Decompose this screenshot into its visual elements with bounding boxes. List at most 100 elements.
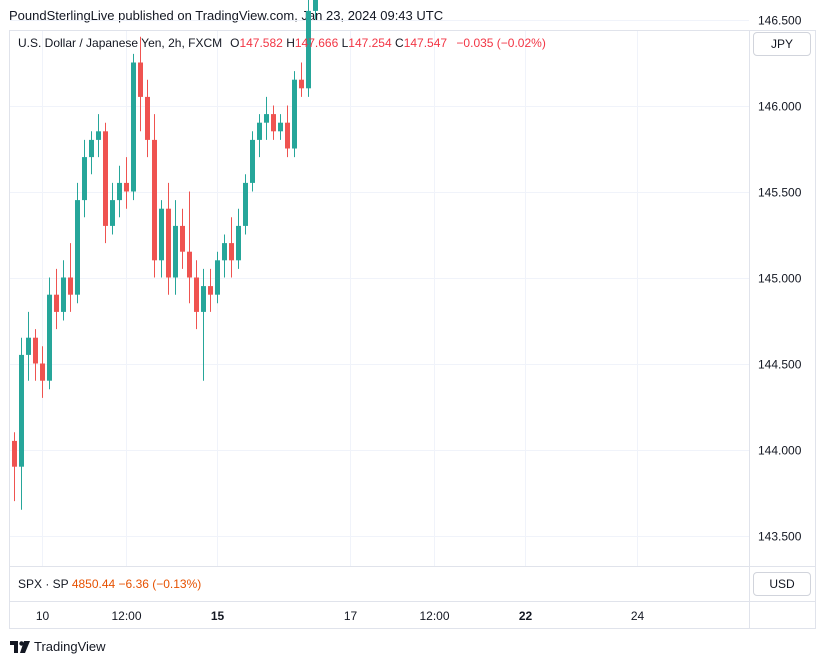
candle (306, 0, 311, 97)
candle-body (208, 286, 213, 295)
price-tick-label: 143.500 (758, 530, 802, 544)
candle (180, 208, 185, 269)
low-label: L (341, 36, 349, 50)
candle-body (222, 243, 227, 261)
change-value: −0.035 (−0.02%) (456, 36, 546, 50)
candle (47, 277, 52, 390)
time-tick-label: 12:00 (419, 609, 449, 623)
candle (124, 157, 129, 209)
candle-body (12, 440, 17, 467)
candle-body (264, 114, 269, 123)
candle-body (152, 139, 157, 261)
candle-body (103, 131, 108, 226)
candle-body (68, 277, 73, 295)
spx-label: SPX · SP (18, 577, 69, 591)
high-value: 147.666 (294, 36, 339, 50)
candle-body (306, 10, 311, 89)
candle-body (278, 122, 283, 132)
close-value: 147.547 (403, 36, 448, 50)
candle (187, 191, 192, 304)
low-value: 147.254 (348, 36, 392, 50)
candle (243, 174, 248, 235)
candle-body (299, 79, 304, 89)
candle-body (271, 114, 276, 132)
open-value: 147.582 (239, 36, 283, 50)
time-tick-label: 12:00 (111, 609, 141, 623)
candle (236, 208, 241, 269)
candle (131, 53, 136, 201)
candle-body (215, 260, 220, 295)
candle (208, 268, 213, 312)
price-tick-label: 144.500 (758, 358, 802, 372)
candle-body (117, 182, 122, 201)
candle (40, 346, 45, 398)
symbol-name: U.S. Dollar / Japanese Yen, 2h, FXCM (18, 36, 223, 50)
candle (257, 114, 262, 158)
candle (285, 105, 290, 158)
candle-body (173, 225, 178, 278)
candle (103, 122, 108, 244)
candle (229, 217, 234, 278)
candle (194, 260, 199, 330)
candle (117, 165, 122, 218)
candle (26, 311, 31, 381)
price-tick-label: 145.500 (758, 186, 802, 200)
candle (19, 337, 24, 510)
candle-body (159, 208, 164, 261)
high-label: H (286, 36, 295, 50)
candle (271, 105, 276, 140)
candle-body (285, 122, 290, 149)
candle-body (292, 79, 297, 149)
candle-body (194, 277, 199, 312)
candle (166, 182, 171, 295)
candle-body (96, 131, 101, 140)
candle-body (82, 157, 87, 201)
candle-body (145, 96, 150, 140)
candle-body (138, 62, 143, 97)
candle (110, 182, 115, 235)
candle-body (201, 286, 206, 312)
candle (82, 139, 87, 218)
candle (145, 79, 150, 158)
candle (12, 432, 17, 502)
candle-body (257, 122, 262, 140)
time-tick-label: 22 (519, 609, 533, 623)
candle (299, 62, 304, 97)
candles (12, 0, 318, 510)
candle (159, 200, 164, 278)
candle-body (47, 294, 52, 381)
tradingview-logo-icon (10, 640, 30, 653)
candle-body (131, 62, 136, 192)
candle (250, 131, 255, 192)
candle-body (124, 182, 129, 192)
grid-lines (10, 20, 749, 566)
candle-body (243, 182, 248, 226)
candle (89, 131, 94, 175)
spx-legend: SPX · SP 4850.44 −6.36 (−0.13%) (18, 577, 201, 591)
candle-body (187, 251, 192, 278)
candle (152, 114, 157, 278)
candle (292, 71, 297, 158)
candle-body (229, 243, 234, 261)
candle-body (26, 337, 31, 355)
time-tick-label: 24 (631, 609, 645, 623)
time-tick-label: 15 (211, 609, 225, 623)
candle-body (313, 0, 318, 11)
time-tick-label: 17 (344, 609, 358, 623)
currency-button-jpy[interactable]: JPY (753, 32, 811, 56)
price-tick-label: 146.000 (758, 100, 802, 114)
candle-body (61, 277, 66, 312)
publish-info: PoundSterlingLive published on TradingVi… (9, 8, 444, 23)
candle (201, 268, 206, 381)
candle (313, 0, 318, 20)
candle-body (19, 354, 24, 467)
candle-body (110, 200, 115, 226)
currency-button-usd[interactable]: USD (753, 572, 811, 596)
candle-body (33, 337, 38, 364)
candle (215, 251, 220, 304)
symbol-legend: U.S. Dollar / Japanese Yen, 2h, FXCM O147… (18, 36, 546, 50)
close-label: C (395, 36, 404, 50)
pane-separators (10, 30, 816, 629)
price-tick-label: 145.000 (758, 272, 802, 286)
